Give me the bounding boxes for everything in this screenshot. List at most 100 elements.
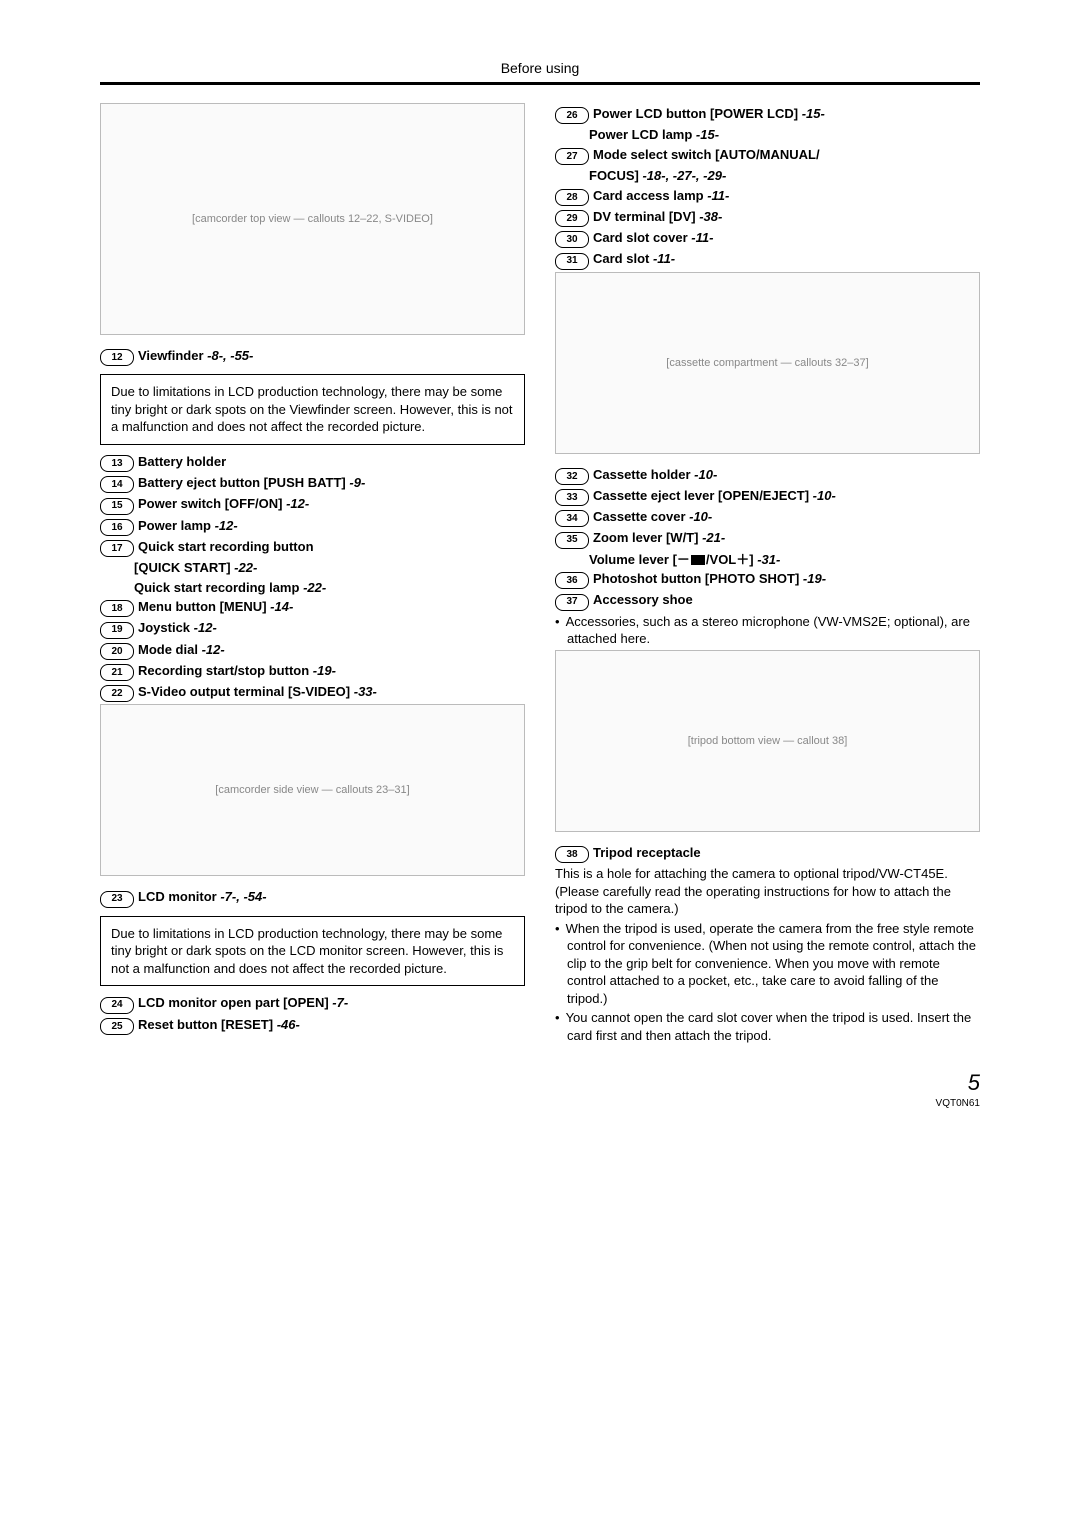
label: Menu button [MENU] [138, 599, 267, 614]
volume-icon [691, 555, 705, 565]
item-17-sub2: Quick start recording lamp -22- [134, 579, 525, 597]
label: LCD monitor [138, 889, 217, 904]
page-ref: -10- [694, 467, 717, 482]
item-24: 24LCD monitor open part [OPEN] -7- [100, 994, 525, 1013]
page-ref: -12- [215, 518, 238, 533]
callout-17: 17 [100, 540, 134, 557]
label: [QUICK START] [134, 560, 231, 575]
item-17-sub1: [QUICK START] -22- [134, 559, 525, 577]
label: Tripod receptacle [593, 845, 701, 860]
page-ref: -11- [691, 230, 713, 245]
header-rule [100, 82, 980, 85]
callout-18: 18 [100, 600, 134, 617]
item-32: 32Cassette holder -10- [555, 466, 980, 485]
label: Power LCD button [POWER LCD] [593, 106, 798, 121]
callout-29: 29 [555, 210, 589, 227]
callout-12: 12 [100, 349, 134, 366]
label: Quick start recording lamp [134, 580, 299, 595]
item-33: 33Cassette eject lever [OPEN/EJECT] -10- [555, 487, 980, 506]
right-column: 26 Power LCD button [POWER LCD] -15- Powe… [555, 103, 980, 1046]
item-20: 20Mode dial -12- [100, 641, 525, 660]
label: Card slot cover [593, 230, 688, 245]
footer-code: VQT0N61 [100, 1098, 980, 1109]
item-18: 18 Menu button [MENU] -14- [100, 598, 525, 617]
page-ref: -12- [286, 496, 309, 511]
item-22: 22 S-Video output terminal [S-VIDEO] -33- [100, 683, 525, 702]
callout-32: 32 [555, 468, 589, 485]
callout-37: 37 [555, 594, 589, 611]
label: DV terminal [DV] [593, 209, 696, 224]
label: Photoshot button [PHOTO SHOT] [593, 571, 799, 586]
page-ref: -12- [194, 620, 217, 635]
page-ref: -7- [332, 995, 348, 1010]
item-38: 38Tripod receptacle [555, 844, 980, 863]
label: Power LCD lamp [589, 127, 692, 142]
tripod-bullet-1: When the tripod is used, operate the cam… [555, 920, 980, 1008]
item-25: 25 Reset button [RESET] -46- [100, 1016, 525, 1035]
item-30: 30 Card slot cover -11- [555, 229, 980, 248]
callout-22: 22 [100, 685, 134, 702]
label: Mode dial [138, 642, 198, 657]
page-ref: -15- [696, 127, 719, 142]
item-15: 15 Power switch [OFF/ON] -12- [100, 495, 525, 514]
section-header: Before using [100, 60, 980, 76]
page-ref: -19- [803, 571, 826, 586]
page-ref: -10- [689, 509, 712, 524]
label: LCD monitor open part [OPEN] [138, 995, 329, 1010]
page-ref: -18-, -27-, -29- [642, 168, 726, 183]
page-ref: -22- [303, 580, 326, 595]
page-ref: -9- [349, 475, 365, 490]
callout-27: 27 [555, 148, 589, 165]
item-27: 27 Mode select switch [AUTO/MANUAL/ [555, 146, 980, 165]
label: Reset button [RESET] [138, 1017, 273, 1032]
label: Recording start/stop button [138, 663, 309, 678]
page-ref: -14- [270, 599, 293, 614]
page-ref: -33- [354, 684, 377, 699]
label: Battery holder [138, 454, 226, 469]
item-21: 21 Recording start/stop button -19- [100, 662, 525, 681]
callout-30: 30 [555, 231, 589, 248]
item-37: 37Accessory shoe [555, 591, 980, 610]
lcd-note: Due to limitations in LCD production tec… [100, 916, 525, 987]
page-ref: -10- [813, 488, 836, 503]
viewfinder-note: Due to limitations in LCD production tec… [100, 374, 525, 445]
label: S-Video output terminal [S-VIDEO] [138, 684, 350, 699]
left-column: [camcorder top view — callouts 12–22, S-… [100, 103, 525, 1046]
label: Cassette cover [593, 509, 686, 524]
page-ref: -11- [707, 188, 729, 203]
label: FOCUS] [589, 168, 639, 183]
item-16: 16Power lamp -12- [100, 517, 525, 536]
callout-21: 21 [100, 664, 134, 681]
two-column-layout: [camcorder top view — callouts 12–22, S-… [100, 103, 980, 1046]
label: Card slot [593, 251, 649, 266]
item-19: 19Joystick -12- [100, 619, 525, 638]
label: Joystick [138, 620, 190, 635]
item-27-sub: FOCUS] -18-, -27-, -29- [589, 167, 980, 185]
item-17: 17Quick start recording button [100, 538, 525, 557]
item-28: 28Card access lamp -11- [555, 187, 980, 206]
label: Power switch [OFF/ON] [138, 496, 282, 511]
label: Mode select switch [AUTO/MANUAL/ [593, 147, 820, 162]
label: Viewfinder [138, 348, 204, 363]
label: Cassette eject lever [OPEN/EJECT] [593, 488, 809, 503]
item-35-sub: Volume lever [－/VOL＋] -31- [589, 551, 980, 569]
accessory-note: Accessories, such as a stereo microphone… [555, 613, 980, 648]
page-ref: -31- [757, 552, 780, 567]
page-ref: -7-, -54- [220, 889, 266, 904]
figure-camcorder-top: [camcorder top view — callouts 12–22, S-… [100, 103, 525, 335]
item-23: 23 LCD monitor -7-, -54- [100, 888, 525, 907]
callout-15: 15 [100, 498, 134, 515]
item-14: 14Battery eject button [PUSH BATT] -9- [100, 474, 525, 493]
figure-tripod: [tripod bottom view — callout 38] [555, 650, 980, 832]
callout-25: 25 [100, 1018, 134, 1035]
page-ref: -46- [277, 1017, 300, 1032]
item-35: 35Zoom lever [W/T] -21- [555, 529, 980, 548]
page-ref: -22- [234, 560, 257, 575]
callout-23: 23 [100, 891, 134, 908]
label: Volume lever [－ [589, 552, 690, 567]
item-13: 13 Battery holder [100, 453, 525, 472]
label: Power lamp [138, 518, 211, 533]
callout-13: 13 [100, 455, 134, 472]
page-ref: -19- [313, 663, 336, 678]
callout-26: 26 [555, 107, 589, 124]
